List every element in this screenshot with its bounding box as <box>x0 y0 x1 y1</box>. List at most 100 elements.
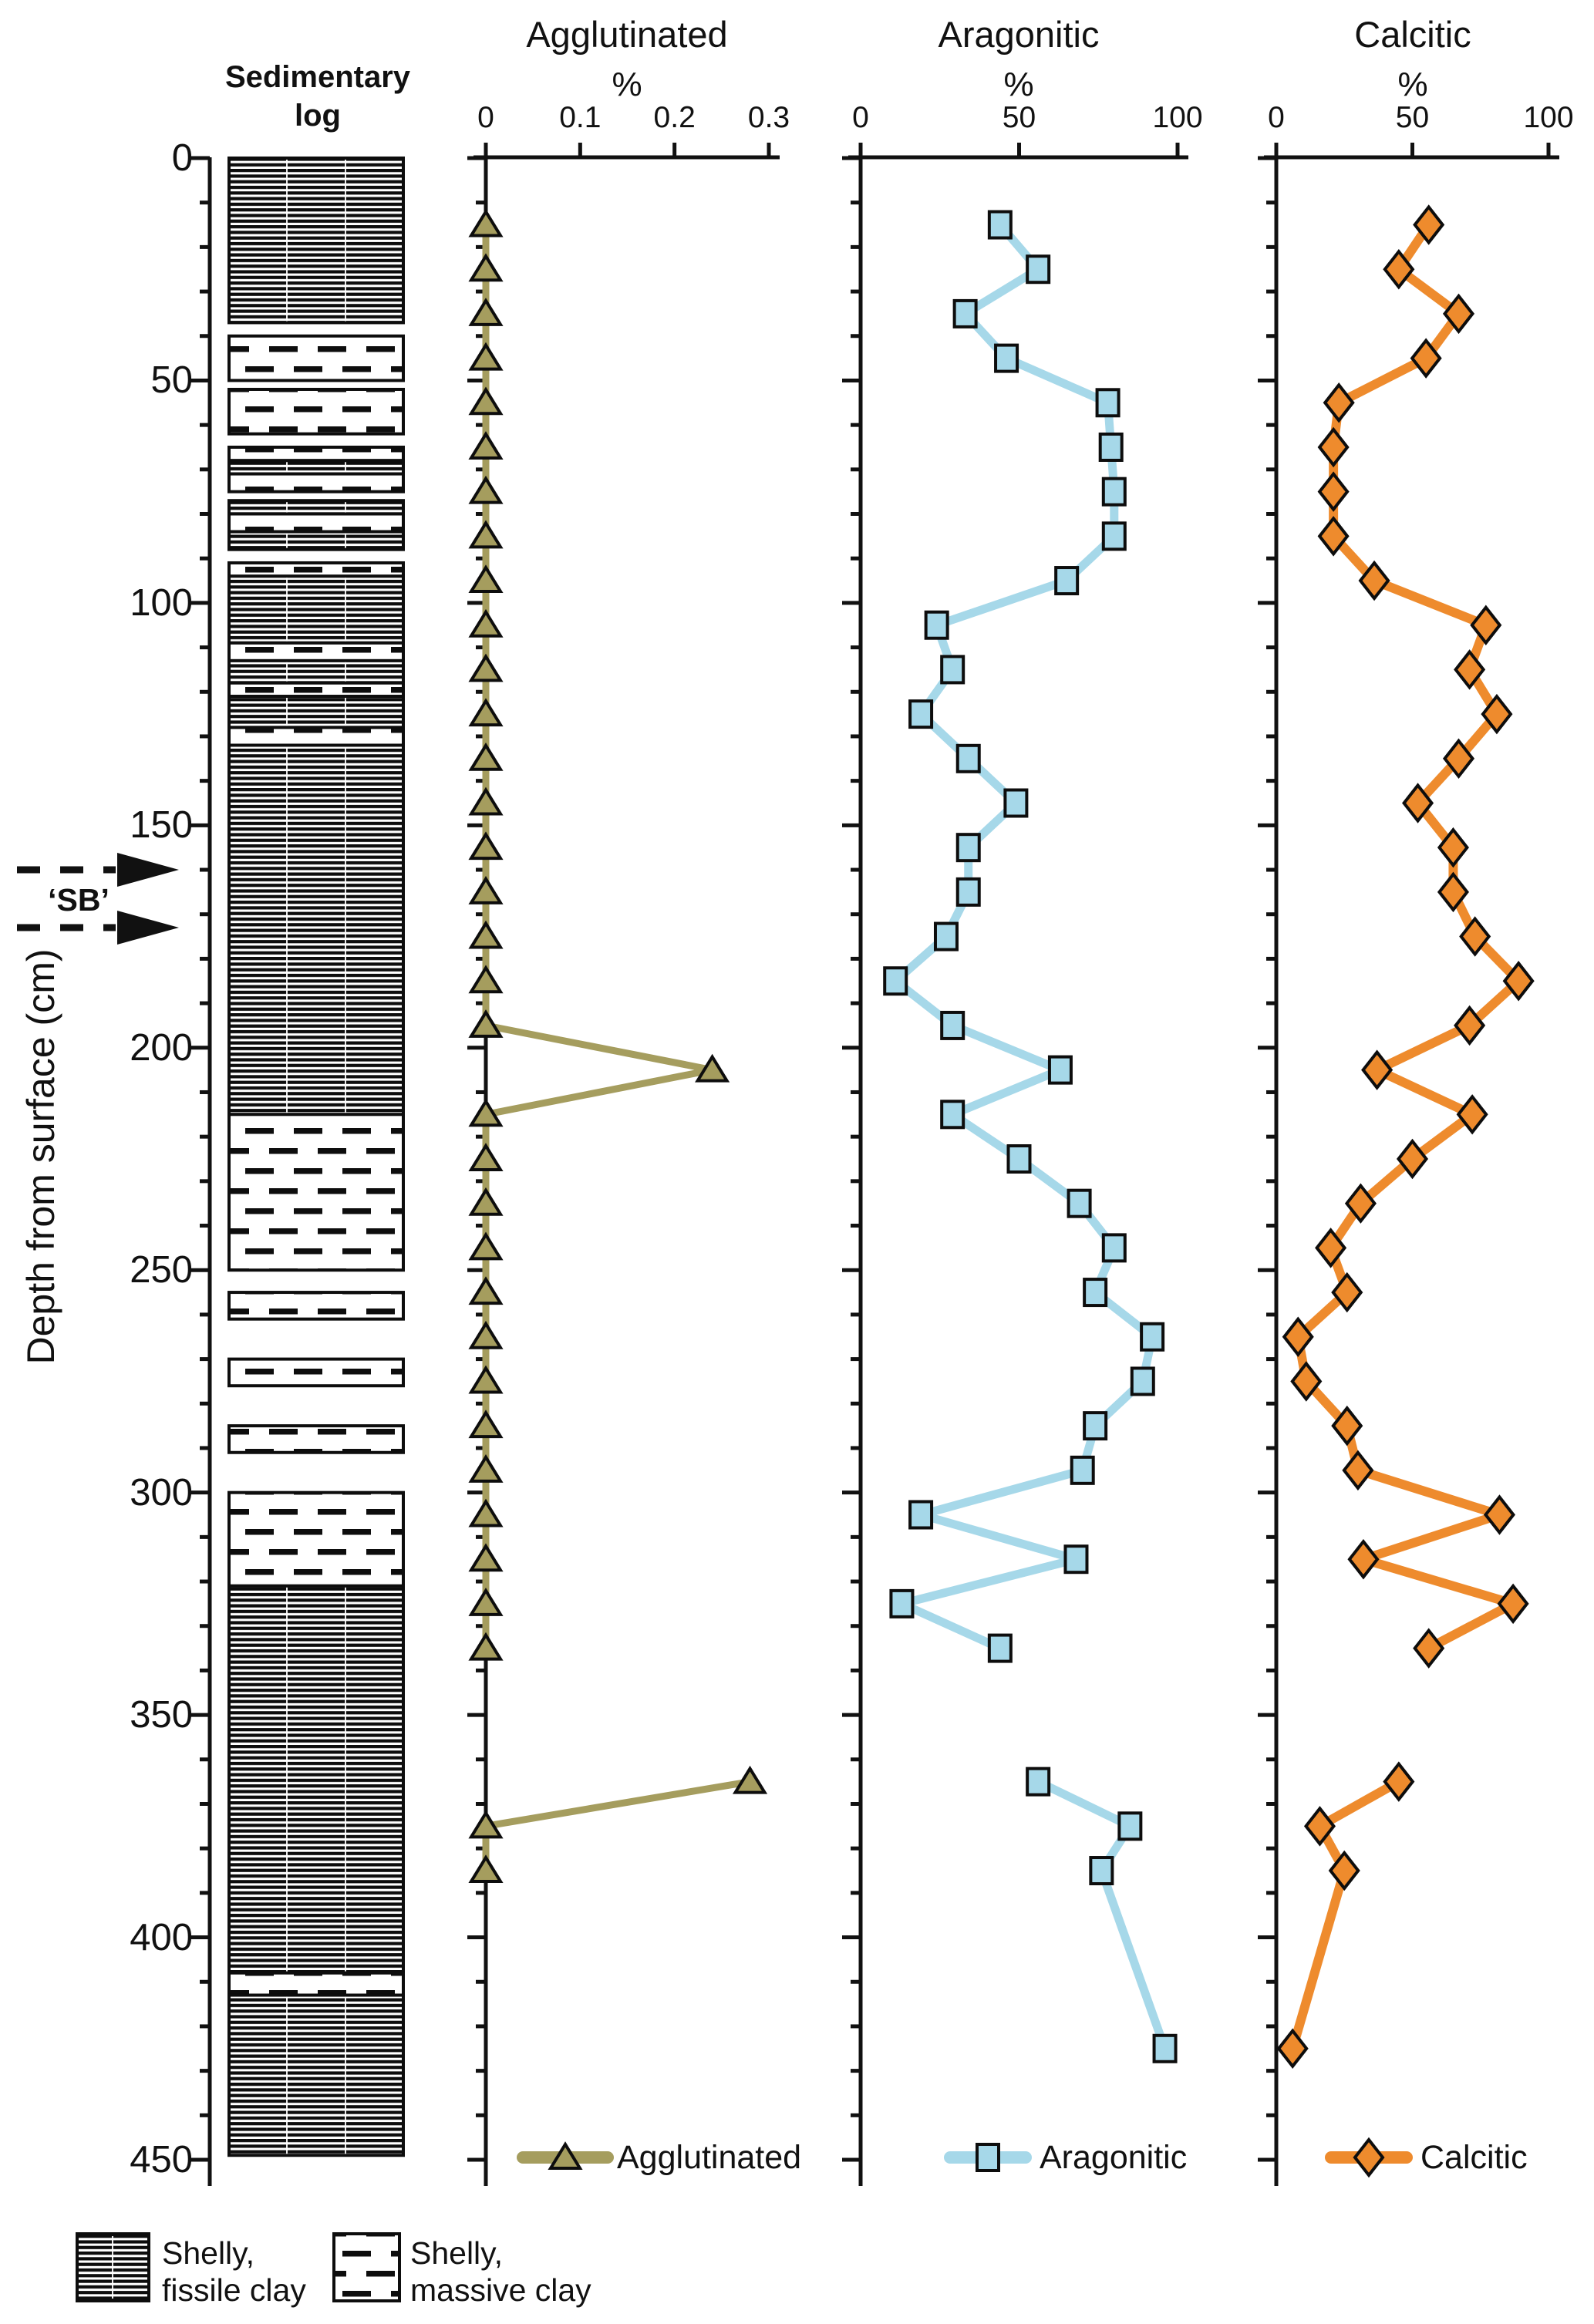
sb-label: ‘SB’ <box>48 882 110 918</box>
axis-calcitic <box>1258 143 1559 2186</box>
log-layer-fissile <box>227 1584 405 1975</box>
sb-arrow-head <box>117 853 179 887</box>
depth-tick-label-250: 250 <box>130 1249 193 1292</box>
data-point-triangle <box>468 1410 504 1439</box>
log-layer-fissile <box>227 658 405 685</box>
legend-square-icon <box>976 2143 1000 2172</box>
agglutinated-tick-label-0.1: 0.1 <box>559 101 602 134</box>
panel-unit-agglutinated: % <box>612 66 642 103</box>
data-point-triangle <box>468 1543 504 1572</box>
data-point-triangle <box>468 831 504 861</box>
log-layer-massive <box>227 641 405 662</box>
log-layer-massive <box>227 681 405 699</box>
data-point-diamond <box>1402 783 1434 824</box>
data-point-triangle <box>468 298 504 326</box>
data-point-square <box>952 298 978 328</box>
data-point-diamond <box>1317 426 1350 468</box>
log-layer-fissile <box>227 574 405 645</box>
data-point-diamond <box>1317 471 1350 512</box>
litho-massive-line2: massive clay <box>410 2272 591 2308</box>
legend-label-calcitic: Calcitic <box>1420 2139 1528 2176</box>
data-point-square <box>1070 1455 1095 1485</box>
data-point-diamond <box>1383 1761 1415 1802</box>
data-point-square <box>940 1100 965 1130</box>
legend-marker-agglutinated <box>517 2141 614 2170</box>
data-point-square <box>1095 388 1121 418</box>
agglutinated-tick-label-0: 0 <box>477 101 494 134</box>
data-point-diamond <box>1413 204 1445 245</box>
series-line <box>1288 1777 1404 2053</box>
calcitic-tick-label-0: 0 <box>1268 101 1285 134</box>
panel-title-calcitic: Calcitic <box>1354 14 1471 55</box>
data-point-triangle <box>468 208 504 237</box>
data-point-triangle <box>468 965 504 994</box>
agglutinated-tick-label-0.3: 0.3 <box>747 101 790 134</box>
data-point-triangle <box>468 920 504 949</box>
legend-triangle-icon <box>548 2141 583 2170</box>
data-point-triangle <box>468 1365 504 1394</box>
depth-tick-label-100: 100 <box>130 581 193 624</box>
legend-label-aragonitic: Aragonitic <box>1040 2139 1188 2176</box>
data-point-square <box>955 833 981 863</box>
data-point-triangle <box>468 1854 504 1884</box>
data-point-diamond <box>1347 1538 1380 1580</box>
series-calcitic <box>1276 204 1535 2070</box>
depth-tick-label-400: 400 <box>130 1916 193 1959</box>
depth-tick-label-150: 150 <box>130 804 193 847</box>
log-layer-massive <box>227 1424 405 1454</box>
data-point-diamond <box>1383 248 1415 290</box>
data-point-square <box>1026 1767 1051 1797</box>
depth-tick-label-50: 50 <box>150 359 193 402</box>
legend-label-agglutinated: Agglutinated <box>617 2139 802 2176</box>
data-point-square <box>1063 1544 1089 1575</box>
data-point-triangle <box>468 253 504 282</box>
data-point-diamond <box>1497 1583 1529 1625</box>
data-point-diamond <box>1481 693 1513 735</box>
panel-unit-calcitic: % <box>1397 66 1428 103</box>
data-point-triangle <box>468 431 504 460</box>
data-point-triangle <box>732 1765 768 1794</box>
data-point-square <box>1117 1811 1143 1841</box>
data-point-diamond <box>1317 516 1350 557</box>
sedlog-title-line1: Sedimentary <box>224 60 411 94</box>
data-point-triangle <box>468 1143 504 1171</box>
litho-fissile-line2: fissile clay <box>162 2272 306 2308</box>
series-line <box>482 221 716 1652</box>
data-point-diamond <box>1344 1183 1377 1224</box>
data-point-diamond <box>1456 1094 1488 1135</box>
data-point-triangle <box>468 1453 504 1483</box>
series-aragonitic <box>883 210 1178 2063</box>
data-point-diamond <box>1442 738 1475 780</box>
depth-tick-label-200: 200 <box>130 1026 193 1069</box>
log-layer-fissile <box>227 743 405 1117</box>
log-layer-fissile <box>227 157 405 325</box>
series-line <box>482 1778 754 1874</box>
data-point-square <box>883 966 908 996</box>
legend-diamond-icon <box>1353 2137 1385 2178</box>
data-point-diamond <box>1413 1628 1445 1669</box>
data-point-diamond <box>1470 605 1502 645</box>
data-point-square <box>1026 254 1051 285</box>
depth-tick-label-0: 0 <box>171 137 193 179</box>
aragonitic-tick-label-0: 0 <box>852 101 869 134</box>
log-layer-fissile <box>227 695 405 729</box>
data-point-square <box>1067 1188 1092 1218</box>
log-layer-massive <box>227 472 405 493</box>
data-point-square <box>987 210 1013 240</box>
log-layer-massive <box>227 1113 405 1272</box>
data-point-square <box>940 655 965 685</box>
aragonitic-tick-label-50: 50 <box>1002 101 1036 134</box>
data-point-diamond <box>1303 1806 1336 1847</box>
data-point-triangle <box>468 386 504 416</box>
data-point-diamond <box>1328 1850 1360 1891</box>
depth-axis <box>190 156 212 2186</box>
data-point-diamond <box>1331 1271 1363 1313</box>
log-layer-massive <box>227 512 405 534</box>
data-point-square <box>1054 566 1080 596</box>
sedimentary-log <box>227 157 405 2157</box>
data-point-diamond <box>1358 560 1390 601</box>
calcitic-tick-label-50: 50 <box>1395 101 1430 134</box>
data-point-square <box>940 1010 965 1040</box>
data-point-square <box>994 343 1019 373</box>
